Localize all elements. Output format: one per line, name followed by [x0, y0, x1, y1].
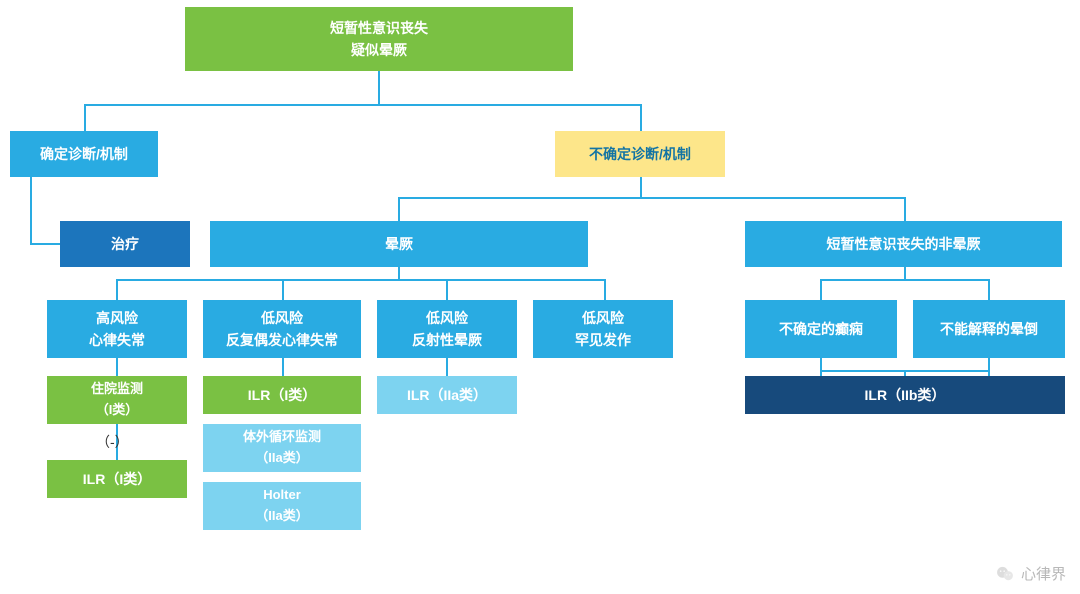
node-label-line1: 低风险 — [426, 307, 468, 329]
node-root: 短暂性意识丧失疑似晕厥 — [185, 7, 573, 71]
node-label-line1: 低风险 — [261, 307, 303, 329]
connector-line — [398, 197, 400, 221]
node-label-line2: （IIa类） — [255, 448, 308, 469]
connector-line — [398, 267, 400, 279]
node-low_risk_rare: 低风险罕见发作 — [533, 300, 673, 358]
connector-line — [988, 358, 990, 376]
connector-line — [84, 104, 86, 132]
node-label-line2: （I类） — [96, 400, 139, 421]
node-label: 晕厥 — [385, 233, 413, 255]
node-label-line2: （IIa类） — [255, 506, 308, 527]
connector-line — [904, 267, 906, 279]
wechat-icon — [995, 564, 1015, 584]
node-uncertain: 不确定诊断/机制 — [555, 131, 725, 177]
node-label-line2: 反复偶发心律失常 — [226, 329, 338, 351]
connector-line — [282, 358, 284, 376]
node-label-line1: 短暂性意识丧失 — [330, 17, 428, 39]
node-ilr_i_b: ILR（I类） — [203, 376, 361, 414]
connector-line — [820, 279, 822, 301]
node-label-line1: 体外循环监测 — [243, 427, 321, 448]
node-label: ILR（IIa类） — [407, 384, 487, 406]
connector-line — [30, 177, 32, 244]
node-label-line2: 罕见发作 — [575, 329, 631, 351]
node-ilr_iib: ILR（IIb类） — [745, 376, 1065, 414]
connector-line — [446, 358, 448, 376]
node-unexplained: 不能解释的晕倒 — [913, 300, 1065, 358]
node-syncope: 晕厥 — [210, 221, 588, 267]
node-ilr_iia: ILR（IIa类） — [377, 376, 517, 414]
node-label-line2: 反射性晕厥 — [412, 329, 482, 351]
node-label-line1: 低风险 — [582, 307, 624, 329]
connector-line — [604, 279, 606, 301]
connector-line — [84, 104, 642, 106]
node-label: 短暂性意识丧失的非晕厥 — [827, 233, 981, 255]
paren-label: （-） — [96, 432, 129, 452]
node-holter: Holter（IIa类） — [203, 482, 361, 530]
connector-line — [378, 71, 380, 104]
node-nonsyncope: 短暂性意识丧失的非晕厥 — [745, 221, 1062, 267]
node-certain: 确定诊断/机制 — [10, 131, 158, 177]
node-ilr_i_a: ILR（I类） — [47, 460, 187, 498]
node-treat: 治疗 — [60, 221, 190, 267]
node-label: 不确定诊断/机制 — [589, 143, 691, 165]
node-label: ILR（I类） — [248, 384, 316, 406]
node-label-line1: 住院监测 — [91, 379, 143, 400]
watermark-label: 心律界 — [1021, 563, 1066, 584]
connector-line — [640, 177, 642, 197]
node-label: 不能解释的晕倒 — [940, 318, 1038, 340]
node-label-line2: 心律失常 — [89, 329, 145, 351]
connector-line — [116, 279, 118, 301]
connector-line — [820, 358, 822, 376]
connector-line — [116, 358, 118, 376]
connector-line — [446, 279, 448, 301]
node-epilepsy: 不确定的癫痫 — [745, 300, 897, 358]
connector-line — [116, 279, 606, 281]
node-label: 不确定的癫痫 — [779, 318, 863, 340]
node-low_risk_recur: 低风险反复偶发心律失常 — [203, 300, 361, 358]
connector-line — [820, 279, 990, 281]
connector-line — [904, 197, 906, 221]
node-label: 确定诊断/机制 — [40, 143, 128, 165]
connector-line — [398, 197, 906, 199]
watermark: 心律界 — [995, 563, 1066, 584]
connector-line — [30, 243, 60, 245]
node-label: ILR（IIb类） — [865, 384, 946, 406]
connector-line — [640, 104, 642, 132]
node-inpatient: 住院监测（I类） — [47, 376, 187, 424]
node-label: 治疗 — [111, 233, 139, 255]
node-label: ILR（I类） — [83, 468, 151, 490]
node-label-line2: 疑似晕厥 — [351, 39, 407, 61]
node-ext_monitor: 体外循环监测（IIa类） — [203, 424, 361, 472]
connector-line — [282, 279, 284, 301]
connector-line — [988, 279, 990, 301]
node-low_risk_reflex: 低风险反射性晕厥 — [377, 300, 517, 358]
node-label-line1: Holter — [263, 485, 301, 506]
node-label-line1: 高风险 — [96, 307, 138, 329]
node-high_risk: 高风险心律失常 — [47, 300, 187, 358]
